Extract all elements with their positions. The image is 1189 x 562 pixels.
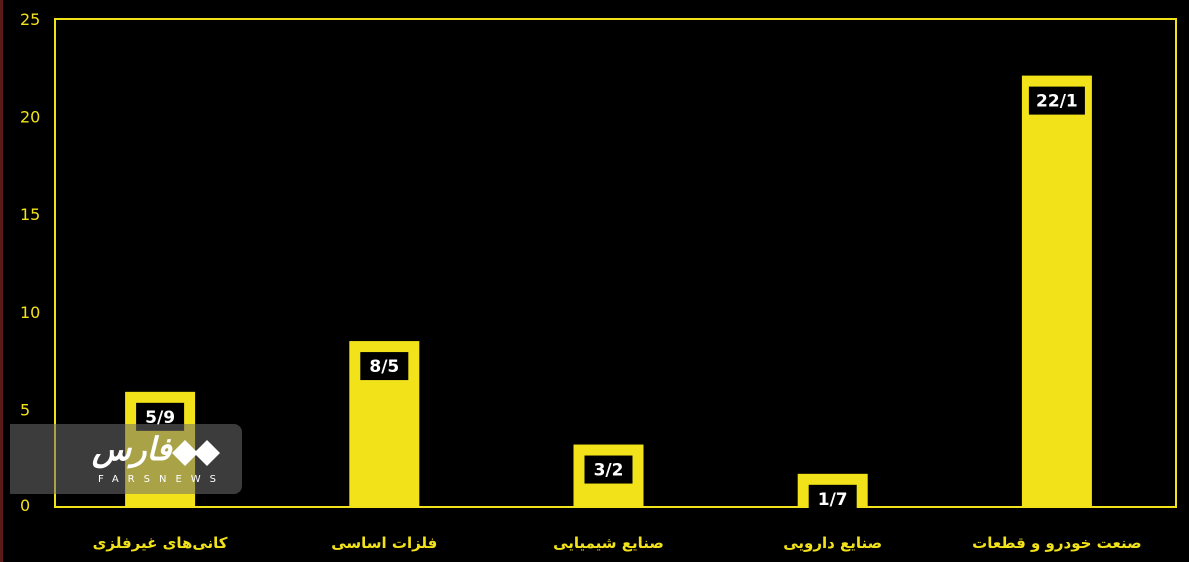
watermark-subtitle: FARSNEWS bbox=[98, 474, 226, 485]
data-label-box bbox=[808, 484, 857, 513]
category-label: صنعت خودرو و قطعات bbox=[972, 534, 1141, 552]
y-tick-label: 15 bbox=[20, 205, 40, 224]
farsnews-logo-icon bbox=[172, 440, 220, 466]
data-label-box bbox=[360, 352, 409, 381]
data-label-box bbox=[584, 455, 633, 484]
data-labels: 5/9 8/5 3/2 1/7 22/1 bbox=[136, 86, 1085, 513]
y-tick-label: 25 bbox=[20, 10, 40, 29]
y-tick-label: 20 bbox=[20, 108, 40, 127]
y-axis: 0 5 10 15 20 25 bbox=[20, 10, 40, 515]
y-tick-label: 0 bbox=[20, 496, 30, 515]
watermark-brand: فارس bbox=[92, 430, 172, 468]
data-label: 22/1 bbox=[1036, 92, 1078, 112]
data-label-box bbox=[1028, 86, 1085, 115]
y-tick-label: 5 bbox=[20, 400, 30, 419]
category-label: کانی‌های غیرفلزی bbox=[93, 534, 228, 552]
category-label: فلزات اساسی bbox=[331, 534, 437, 552]
data-label: 5/9 bbox=[145, 408, 175, 428]
data-label: 1/7 bbox=[818, 490, 848, 510]
bars bbox=[125, 75, 1092, 507]
x-axis: کانی‌های غیرفلزی فلزات اساسی صنایع شیمیایی… bbox=[93, 534, 1142, 552]
farsnews-watermark: فارس FARSNEWS bbox=[10, 424, 242, 494]
bar bbox=[1021, 75, 1092, 507]
category-label: صنایع دارویی bbox=[783, 534, 882, 552]
data-label: 3/2 bbox=[594, 461, 624, 481]
y-tick-label: 10 bbox=[20, 303, 40, 322]
data-label: 8/5 bbox=[369, 357, 399, 377]
category-label: صنایع شیمیایی bbox=[553, 534, 664, 552]
left-border bbox=[0, 0, 3, 562]
